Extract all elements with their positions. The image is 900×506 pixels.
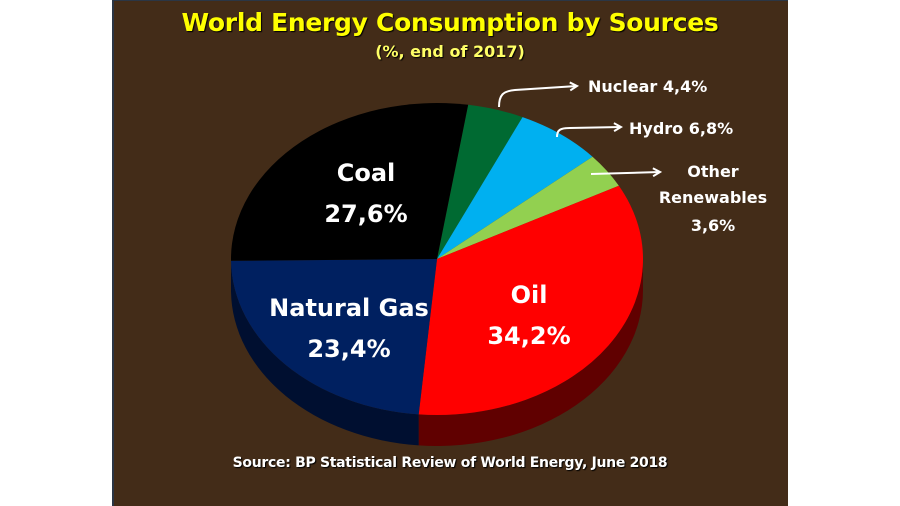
hydro-arrow-icon: [556, 127, 621, 138]
other-label-line2: Renewables: [659, 188, 767, 207]
pie-slice-natural-gas: [231, 259, 437, 415]
pie-slice-nuclear: [437, 104, 523, 259]
nuclear-arrow-icon: [498, 86, 577, 108]
pie-side-oil: [418, 259, 643, 446]
other-label-line1: Other: [687, 162, 738, 181]
pie-chart: Coal 27,6% Natural Gas 23,4% Oil 34,2% N…: [231, 77, 767, 446]
oil-value: 34,2%: [487, 322, 570, 350]
pie-slice-oil: [418, 185, 643, 415]
chart-subtitle: (%, end of 2017): [375, 42, 525, 61]
nuclear-label: Nuclear 4,4%: [588, 77, 707, 96]
pie-side-natural-gas: [231, 260, 419, 446]
hydro-label: Hydro 6,8%: [629, 119, 733, 138]
pie-slice-hydro: [437, 117, 593, 259]
oil-label: Oil: [511, 281, 548, 309]
coal-value: 27,6%: [324, 200, 407, 228]
pie-slices: [231, 102, 643, 415]
other-value: 3,6%: [691, 216, 735, 235]
pie-slice-other-renewables: [437, 156, 619, 259]
other-arrow-icon: [590, 172, 660, 174]
coal-label: Coal: [337, 159, 396, 187]
slide: World Energy Consumption by Sources (%, …: [112, 0, 788, 506]
gas-label: Natural Gas: [269, 294, 429, 322]
pie-slice-coal: [231, 102, 469, 261]
gas-value: 23,4%: [307, 335, 390, 363]
pie-3d-side: [231, 259, 643, 446]
chart-title: World Energy Consumption by Sources: [181, 8, 719, 37]
source-note: Source: BP Statistical Review of World E…: [232, 455, 668, 471]
